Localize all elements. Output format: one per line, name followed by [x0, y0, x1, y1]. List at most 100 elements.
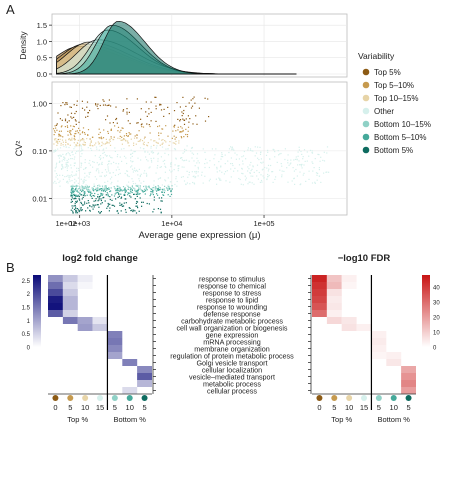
scatter-point [84, 159, 86, 161]
scatter-point [80, 139, 82, 141]
scatter-point [101, 163, 103, 165]
scatter-point [105, 189, 107, 191]
scatter-point [84, 195, 86, 197]
scatter-point [102, 197, 104, 199]
heatmap-cell [48, 310, 63, 317]
scatter-point [176, 180, 178, 183]
scatter-point [131, 165, 133, 167]
scatter-point [180, 136, 182, 138]
scatter-point [126, 174, 128, 176]
scatter-point [81, 190, 83, 193]
scatter-point [167, 184, 169, 187]
scatter-point [194, 102, 196, 104]
scatter-point [118, 193, 120, 195]
scatter-point [84, 187, 86, 189]
scatter-point [57, 178, 59, 180]
scatter-point [100, 198, 102, 200]
scatter-point [73, 165, 75, 167]
scatter-point [87, 189, 89, 191]
scatter-point [138, 178, 140, 180]
legend-title: Variability [358, 51, 395, 61]
scatter-point [87, 134, 89, 136]
scatter-point [312, 170, 314, 172]
scatter-point [64, 126, 66, 128]
scatter-point [106, 188, 108, 190]
heatmap-column-dot [346, 395, 353, 401]
scatter-point [298, 146, 300, 148]
scatter-point [121, 190, 123, 192]
scatter-point [76, 130, 78, 132]
scatter-point [136, 193, 139, 195]
scatter-point [177, 170, 179, 172]
scatter-point [128, 132, 130, 134]
scatter-point [267, 173, 269, 176]
scatter-point [99, 163, 101, 165]
scatter-point [88, 202, 90, 204]
scatter-point [68, 158, 70, 160]
scatter-point [126, 162, 128, 165]
scatter-point [174, 149, 177, 151]
scatter-point [53, 151, 55, 153]
scatter-point [71, 192, 73, 194]
scatter-point [197, 160, 199, 162]
scatter-point [116, 189, 118, 191]
scatter-point [137, 189, 139, 191]
scatter-point [249, 172, 251, 174]
scatter-point [308, 170, 310, 172]
scatter-point [73, 198, 75, 200]
density-y-tick-label: 1.5 [37, 21, 47, 30]
scatter-point [99, 196, 101, 198]
scatter-point [57, 112, 59, 114]
scatter-point [155, 96, 157, 98]
scatter-point [111, 194, 113, 196]
scatter-point [105, 194, 107, 196]
scatter-point [97, 200, 99, 202]
scatter-point [96, 190, 98, 192]
scatter-point [123, 202, 125, 204]
scatter-point [137, 170, 139, 172]
go-term-label: response to chemical [198, 281, 266, 290]
scatter-point [104, 143, 106, 145]
scatter-point [56, 123, 58, 125]
scatter-point [76, 190, 78, 192]
scatter-point [302, 174, 304, 176]
scatter-point [107, 193, 109, 195]
scatter-point [220, 166, 222, 168]
scatter-point [98, 143, 100, 145]
scatter-point [193, 183, 196, 185]
scatter-point [148, 203, 150, 205]
scatter-point [93, 195, 96, 197]
scatter-point [183, 166, 185, 168]
scatter-point [159, 104, 161, 106]
scatter-point [173, 125, 175, 127]
scatter-point [160, 104, 162, 106]
scatter-point [272, 171, 274, 173]
scatter-point [107, 205, 109, 208]
scatter-point [79, 192, 81, 194]
scatter-point [302, 156, 304, 158]
scatter-point [70, 189, 72, 191]
scatter-point [154, 189, 156, 191]
scatter-point [143, 141, 145, 143]
scatter-point [83, 181, 85, 183]
scatter-point [173, 110, 176, 112]
scatter-point [96, 187, 99, 189]
scatter-point [75, 208, 77, 210]
scatter-point [120, 196, 123, 198]
scatter-point [221, 152, 223, 154]
scatter-point [154, 140, 156, 142]
legend-label: Top 10–15% [374, 94, 418, 103]
scatter-point [186, 145, 188, 147]
scatter-point [193, 175, 195, 177]
scatter-point [316, 174, 318, 176]
legend-swatch [362, 94, 370, 102]
scatter-point [171, 170, 173, 172]
scatter-point [173, 169, 175, 171]
scatter-point [311, 161, 313, 163]
scatter-point [96, 148, 98, 150]
scatter-point [89, 209, 91, 211]
scatter-point [62, 174, 64, 176]
scatter-point [175, 178, 177, 180]
scatter-point [67, 130, 69, 132]
